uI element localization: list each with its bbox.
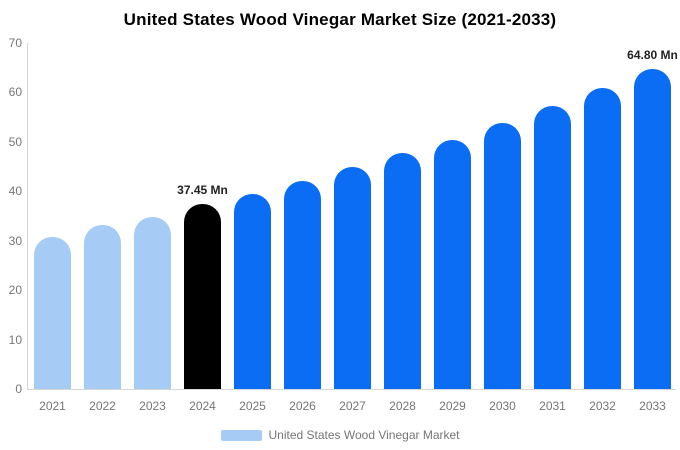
legend-swatch-icon	[220, 429, 262, 441]
x-axis-tick-2021: 2021	[39, 399, 66, 413]
bar-2023[interactable]	[134, 216, 171, 389]
y-axis-tick-30: 30	[8, 233, 22, 248]
bar-2025[interactable]	[234, 194, 271, 389]
y-axis-tick-70: 70	[8, 36, 22, 50]
bar-2021[interactable]	[34, 236, 71, 389]
bar-2026[interactable]	[284, 180, 321, 389]
bar-2033[interactable]	[634, 68, 671, 389]
y-axis-line	[27, 43, 28, 389]
value-label-2033: 64.80 Mn	[627, 47, 678, 62]
bar-2028[interactable]	[384, 153, 421, 389]
bar-2031[interactable]	[534, 106, 571, 389]
y-axis-tick-10: 10	[8, 332, 22, 347]
x-axis-tick-2030: 2030	[489, 399, 516, 413]
x-axis-line	[27, 389, 676, 390]
bar-2032[interactable]	[584, 87, 621, 389]
legend-item-market[interactable]: United States Wood Vinegar Market	[0, 426, 680, 444]
x-axis-tick-2022: 2022	[89, 399, 116, 413]
x-axis-tick-2027: 2027	[339, 399, 366, 413]
x-axis-tick-2032: 2032	[589, 399, 616, 413]
y-axis-tick-60: 60	[8, 85, 22, 100]
x-axis-tick-2026: 2026	[289, 399, 316, 413]
chart-title: United States Wood Vinegar Market Size (…	[123, 10, 557, 29]
bar-2024[interactable]	[184, 203, 221, 389]
x-axis-tick-2029: 2029	[439, 399, 466, 413]
y-axis-tick-20: 20	[8, 283, 22, 298]
bar-2027[interactable]	[334, 167, 371, 389]
bar-2030[interactable]	[484, 123, 521, 389]
x-axis-tick-2033: 2033	[639, 399, 666, 413]
x-axis-tick-2024: 2024	[189, 399, 216, 413]
legend-label: United States Wood Vinegar Market	[268, 428, 460, 442]
y-axis-tick-40: 40	[8, 184, 22, 199]
x-axis-tick-2031: 2031	[539, 399, 566, 413]
bar-2022[interactable]	[84, 224, 121, 389]
bar-2029[interactable]	[434, 139, 471, 389]
y-axis-tick-50: 50	[8, 134, 22, 149]
value-label-2024: 37.45 Mn	[177, 182, 228, 197]
y-axis-tick-0: 0	[15, 382, 22, 396]
x-axis-tick-2028: 2028	[389, 399, 416, 413]
x-axis-tick-2025: 2025	[239, 399, 266, 413]
x-axis-tick-2023: 2023	[139, 399, 166, 413]
